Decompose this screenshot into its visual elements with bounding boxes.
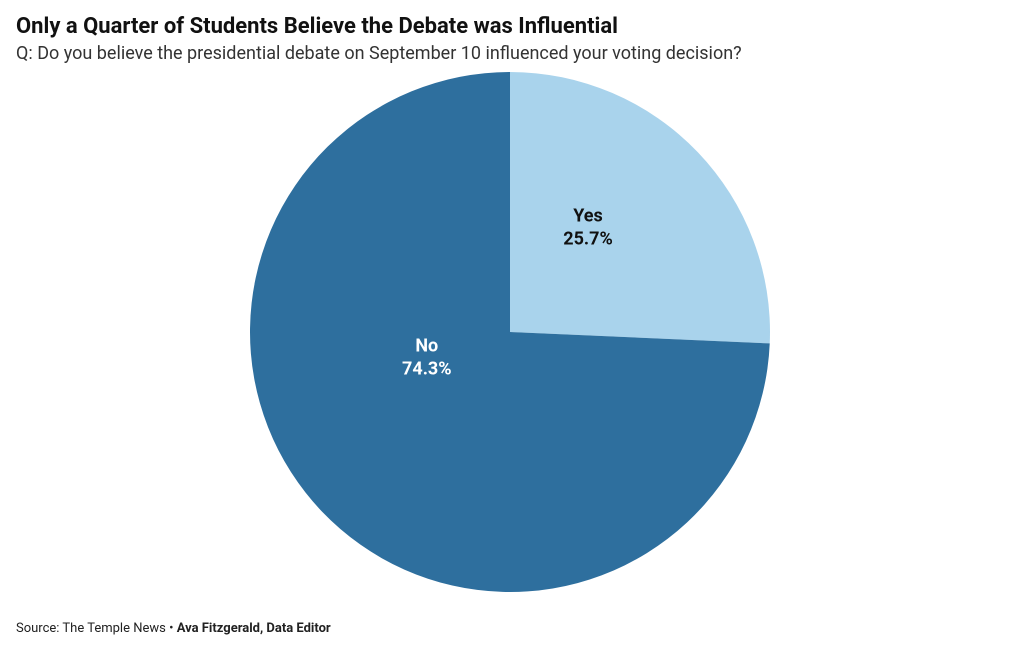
chart-subtitle: Q: Do you believe the presidential debat… — [16, 43, 1004, 64]
credit-name: Ava Fitzgerald, Data Editor — [177, 621, 331, 636]
footer-separator: • — [166, 621, 177, 636]
pie-chart-container: Yes25.7%No74.3% — [16, 72, 1004, 592]
chart-title: Only a Quarter of Students Believe the D… — [16, 14, 1004, 39]
chart-footer: Source: The Temple News • Ava Fitzgerald… — [16, 621, 331, 636]
pie-slice-yes — [510, 72, 770, 343]
source-name: The Temple News — [62, 621, 165, 636]
source-prefix: Source: — [16, 621, 62, 636]
pie-chart — [250, 72, 770, 592]
